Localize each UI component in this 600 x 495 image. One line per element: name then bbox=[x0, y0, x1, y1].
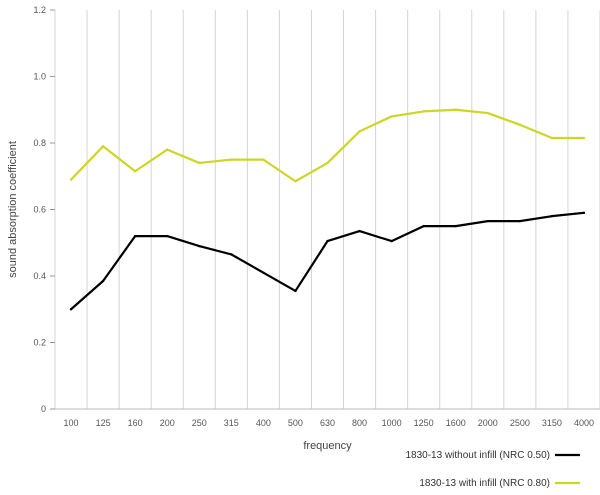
x-tick-label: 3150 bbox=[542, 418, 562, 428]
legend-label-with-infill: 1830-13 with infill (NRC 0.80) bbox=[419, 478, 550, 489]
tick-labels: 0 0.2 0.4 0.6 0.8 1.0 1.2 100 125 160 200 250 315 400… bbox=[33, 5, 594, 428]
data-point bbox=[69, 308, 73, 311]
x-tick-label: 100 bbox=[64, 418, 79, 428]
y-tick-label: 0 bbox=[41, 404, 46, 414]
data-point bbox=[358, 130, 361, 133]
data-point bbox=[550, 214, 554, 218]
data-point bbox=[550, 136, 554, 140]
data-point bbox=[198, 244, 201, 248]
data-point bbox=[454, 108, 457, 111]
x-tick-label: 200 bbox=[160, 418, 175, 428]
x-tick-label: 125 bbox=[96, 418, 111, 428]
x-tick-label: 4000 bbox=[574, 418, 594, 428]
data-point bbox=[422, 110, 425, 113]
y-tick-label: 1.0 bbox=[33, 72, 46, 82]
data-point bbox=[166, 148, 169, 151]
x-tick-label: 1600 bbox=[446, 418, 466, 428]
x-tick-label: 1000 bbox=[382, 418, 402, 428]
data-point bbox=[390, 115, 393, 118]
y-tick-label: 1.2 bbox=[33, 5, 46, 15]
data-point bbox=[69, 178, 73, 181]
series-lines bbox=[69, 108, 586, 311]
data-point bbox=[518, 219, 522, 223]
x-tick-label: 500 bbox=[288, 418, 303, 428]
data-point bbox=[390, 239, 393, 243]
data-point bbox=[101, 145, 105, 148]
data-point bbox=[262, 158, 265, 161]
x-tick-label: 160 bbox=[128, 418, 143, 428]
data-point bbox=[230, 253, 233, 256]
x-tick-label: 250 bbox=[192, 418, 207, 428]
grid bbox=[54, 10, 600, 409]
series-line-0 bbox=[69, 211, 586, 311]
data-point bbox=[133, 234, 137, 238]
data-point bbox=[422, 224, 425, 228]
series-line-1 bbox=[69, 108, 586, 183]
x-tick-label: 2500 bbox=[510, 418, 530, 428]
data-point bbox=[326, 161, 329, 165]
x-tick-label: 2000 bbox=[478, 418, 498, 428]
data-point bbox=[358, 229, 361, 233]
legend: 1830-13 without infill (NRC 0.50) 1830-1… bbox=[405, 450, 580, 489]
data-point bbox=[582, 136, 586, 140]
x-axis-title: frequency bbox=[303, 440, 352, 452]
data-point bbox=[294, 289, 297, 293]
legend-label-without-infill: 1830-13 without infill (NRC 0.50) bbox=[405, 450, 550, 461]
x-tick-label: 1250 bbox=[414, 418, 434, 428]
x-tick-label: 315 bbox=[224, 418, 239, 428]
x-tick-label: 400 bbox=[256, 418, 271, 428]
y-axis-title: sound absorption coefficient bbox=[7, 141, 19, 278]
y-tick-label: 0.6 bbox=[33, 205, 46, 215]
data-point bbox=[230, 158, 233, 161]
data-point bbox=[166, 234, 169, 238]
data-point bbox=[294, 180, 297, 183]
data-point bbox=[262, 271, 265, 274]
data-point bbox=[101, 279, 105, 283]
data-point bbox=[198, 161, 201, 165]
data-point bbox=[454, 224, 457, 228]
x-tick-label: 630 bbox=[320, 418, 335, 428]
data-point bbox=[582, 211, 586, 215]
data-point bbox=[486, 111, 489, 115]
data-point bbox=[133, 170, 137, 173]
data-point bbox=[326, 239, 329, 243]
data-point bbox=[518, 123, 522, 126]
axes bbox=[50, 9, 600, 410]
x-tick-label: 800 bbox=[352, 418, 367, 428]
y-tick-label: 0.4 bbox=[33, 271, 46, 281]
y-tick-label: 0.8 bbox=[33, 138, 46, 148]
data-point bbox=[486, 219, 489, 223]
y-tick-label: 0.2 bbox=[33, 338, 46, 348]
